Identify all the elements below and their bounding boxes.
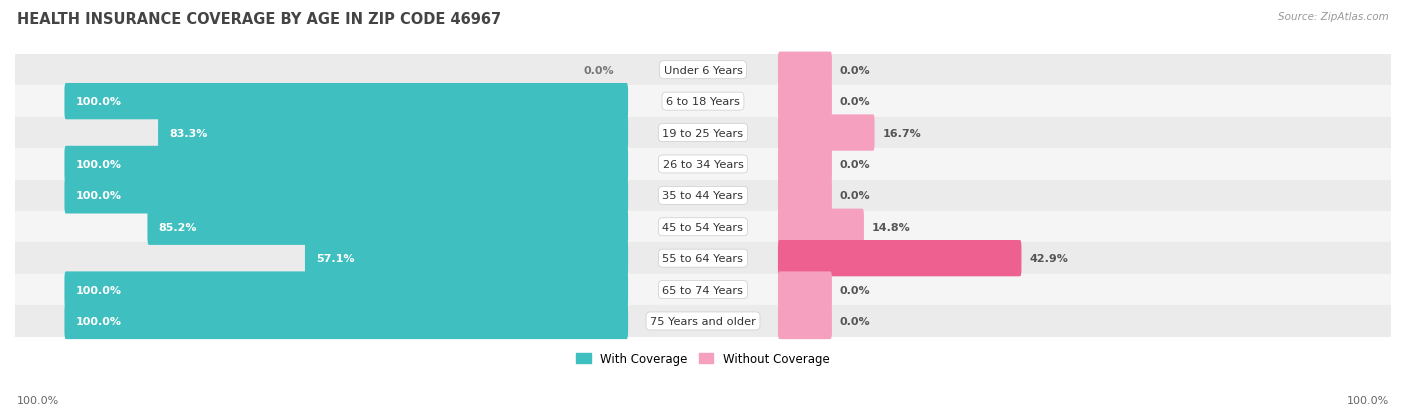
Bar: [15, 55, 1391, 86]
Bar: [15, 211, 1391, 243]
Text: 100.0%: 100.0%: [76, 316, 121, 326]
FancyBboxPatch shape: [65, 84, 628, 120]
Text: 0.0%: 0.0%: [839, 97, 870, 107]
Text: 6 to 18 Years: 6 to 18 Years: [666, 97, 740, 107]
Text: 19 to 25 Years: 19 to 25 Years: [662, 128, 744, 138]
Text: 16.7%: 16.7%: [883, 128, 921, 138]
FancyBboxPatch shape: [778, 84, 832, 120]
Bar: [15, 274, 1391, 306]
Text: 0.0%: 0.0%: [583, 66, 614, 76]
FancyBboxPatch shape: [65, 272, 628, 308]
Text: 0.0%: 0.0%: [839, 316, 870, 326]
FancyBboxPatch shape: [65, 147, 628, 183]
FancyBboxPatch shape: [778, 272, 832, 308]
FancyBboxPatch shape: [778, 178, 832, 214]
Text: 0.0%: 0.0%: [839, 159, 870, 169]
Text: 35 to 44 Years: 35 to 44 Years: [662, 191, 744, 201]
FancyBboxPatch shape: [305, 240, 628, 277]
Text: 42.9%: 42.9%: [1029, 254, 1069, 263]
Text: Source: ZipAtlas.com: Source: ZipAtlas.com: [1278, 12, 1389, 22]
Text: 55 to 64 Years: 55 to 64 Years: [662, 254, 744, 263]
Text: 0.0%: 0.0%: [839, 285, 870, 295]
Text: 100.0%: 100.0%: [17, 395, 59, 405]
Text: Under 6 Years: Under 6 Years: [664, 66, 742, 76]
Text: 65 to 74 Years: 65 to 74 Years: [662, 285, 744, 295]
Bar: [15, 118, 1391, 149]
Text: 14.8%: 14.8%: [872, 222, 911, 232]
Text: 100.0%: 100.0%: [1347, 395, 1389, 405]
Text: 100.0%: 100.0%: [76, 159, 121, 169]
Bar: [15, 180, 1391, 211]
FancyBboxPatch shape: [778, 52, 832, 89]
Text: 85.2%: 85.2%: [159, 222, 197, 232]
FancyBboxPatch shape: [65, 303, 628, 339]
Text: 75 Years and older: 75 Years and older: [650, 316, 756, 326]
FancyBboxPatch shape: [778, 147, 832, 183]
FancyBboxPatch shape: [65, 178, 628, 214]
Text: 100.0%: 100.0%: [76, 191, 121, 201]
FancyBboxPatch shape: [778, 209, 863, 245]
FancyBboxPatch shape: [148, 209, 628, 245]
Text: 0.0%: 0.0%: [839, 191, 870, 201]
Text: 100.0%: 100.0%: [76, 97, 121, 107]
Legend: With Coverage, Without Coverage: With Coverage, Without Coverage: [576, 352, 830, 365]
Bar: [15, 86, 1391, 118]
Text: HEALTH INSURANCE COVERAGE BY AGE IN ZIP CODE 46967: HEALTH INSURANCE COVERAGE BY AGE IN ZIP …: [17, 12, 501, 27]
Text: 100.0%: 100.0%: [76, 285, 121, 295]
Text: 26 to 34 Years: 26 to 34 Years: [662, 159, 744, 169]
Bar: [15, 149, 1391, 180]
Text: 57.1%: 57.1%: [316, 254, 354, 263]
FancyBboxPatch shape: [778, 115, 875, 151]
FancyBboxPatch shape: [778, 303, 832, 339]
FancyBboxPatch shape: [157, 115, 628, 151]
Text: 0.0%: 0.0%: [839, 66, 870, 76]
FancyBboxPatch shape: [778, 240, 1021, 277]
Text: 83.3%: 83.3%: [169, 128, 208, 138]
Bar: [15, 243, 1391, 274]
Bar: [15, 306, 1391, 337]
Text: 45 to 54 Years: 45 to 54 Years: [662, 222, 744, 232]
